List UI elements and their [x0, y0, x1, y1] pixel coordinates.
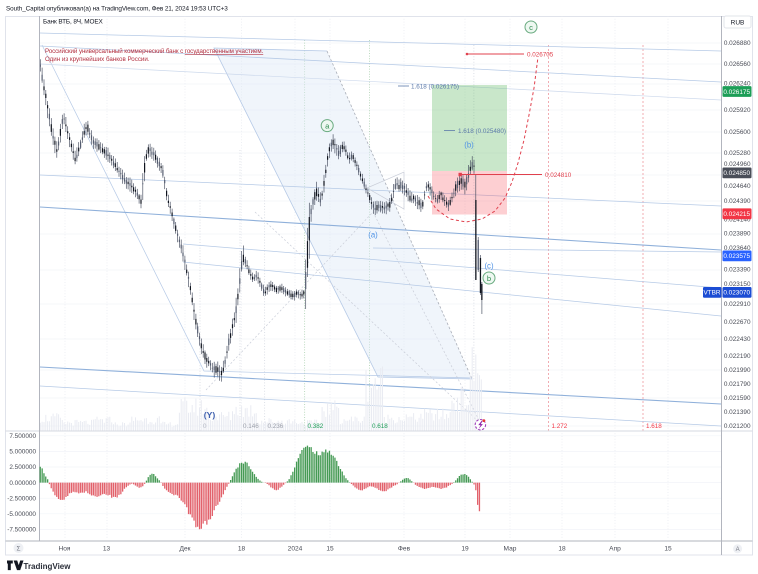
svg-text:19: 19: [461, 546, 469, 553]
svg-text:Ноя: Ноя: [59, 546, 71, 553]
svg-text:A: A: [736, 547, 740, 553]
svg-text:0.021790: 0.021790: [724, 381, 751, 388]
svg-text:18: 18: [238, 546, 246, 553]
svg-text:0.382: 0.382: [308, 423, 324, 430]
svg-text:0.022190: 0.022190: [724, 353, 751, 360]
svg-text:0.021990: 0.021990: [724, 367, 751, 374]
svg-text:-2.500000: -2.500000: [7, 495, 36, 502]
svg-text:Фев: Фев: [398, 546, 411, 553]
svg-text:Российский универсальный комме: Российский универсальный коммерческий ба…: [45, 48, 264, 55]
svg-text:2.500000: 2.500000: [9, 464, 36, 471]
svg-text:0.026880: 0.026880: [724, 40, 751, 47]
svg-text:0.023575: 0.023575: [723, 253, 750, 260]
svg-text:Один из крупнейших банков Росс: Один из крупнейших банков России.: [45, 56, 150, 63]
svg-text:0.026560: 0.026560: [724, 61, 751, 68]
svg-text:South_Capital опубликовал(а) н: South_Capital опубликовал(а) на TradingV…: [6, 5, 228, 13]
svg-text:5.000000: 5.000000: [9, 449, 36, 456]
svg-text:1.272: 1.272: [552, 423, 568, 430]
svg-text:15: 15: [664, 546, 672, 553]
svg-text:1.618 (0.025480): 1.618 (0.025480): [458, 128, 506, 135]
svg-text:0.025280: 0.025280: [724, 150, 751, 157]
svg-text:c: c: [529, 23, 533, 32]
svg-text:Σ: Σ: [16, 546, 20, 553]
svg-text:(b): (b): [464, 140, 474, 149]
svg-text:0.024140: 0.024140: [724, 217, 751, 224]
svg-text:0.024810: 0.024810: [545, 172, 572, 179]
svg-text:Дек: Дек: [179, 546, 190, 553]
svg-text:1.618 (0.026175): 1.618 (0.026175): [411, 83, 459, 90]
svg-text:0.023640: 0.023640: [724, 245, 751, 252]
svg-text:0: 0: [203, 423, 207, 430]
svg-text:0.021200: 0.021200: [724, 423, 751, 430]
svg-text:0.022430: 0.022430: [724, 336, 751, 343]
svg-text:0.022670: 0.022670: [724, 319, 751, 326]
svg-text:Мар: Мар: [504, 546, 517, 553]
svg-text:1.618: 1.618: [646, 423, 662, 430]
svg-text:Апр: Апр: [609, 546, 621, 553]
svg-text:Банк ВТБ, 8Ч, MOEX: Банк ВТБ, 8Ч, MOEX: [43, 19, 104, 26]
svg-text:0.000000: 0.000000: [9, 480, 36, 487]
svg-text:0.021390: 0.021390: [724, 409, 751, 416]
svg-text:(a): (a): [368, 230, 378, 239]
svg-text:(c): (c): [484, 261, 493, 270]
svg-text:15: 15: [326, 546, 334, 553]
svg-text:0.023890: 0.023890: [724, 231, 751, 238]
svg-text:(Y): (Y): [204, 410, 216, 420]
svg-text:0.025920: 0.025920: [724, 107, 751, 114]
svg-text:0.236: 0.236: [268, 423, 284, 430]
svg-text:-7.500000: -7.500000: [7, 527, 36, 534]
svg-text:0.026705: 0.026705: [527, 51, 554, 58]
svg-text:0.024850: 0.024850: [723, 170, 750, 177]
svg-text:0.146: 0.146: [243, 423, 259, 430]
svg-text:18: 18: [558, 546, 566, 553]
svg-text:2024: 2024: [288, 546, 303, 553]
svg-text:0.023390: 0.023390: [724, 267, 751, 274]
svg-text:0.024215: 0.024215: [723, 211, 750, 218]
svg-text:0.022910: 0.022910: [724, 301, 751, 308]
svg-text:0.026240: 0.026240: [724, 81, 751, 88]
svg-text:7.500000: 7.500000: [9, 433, 36, 440]
svg-text:0.026175: 0.026175: [723, 89, 750, 96]
svg-text:0.023150: 0.023150: [724, 281, 751, 288]
svg-text:0.024640: 0.024640: [724, 183, 751, 190]
svg-text:0.021590: 0.021590: [724, 395, 751, 402]
svg-text:-5.000000: -5.000000: [7, 511, 36, 518]
svg-text:13: 13: [103, 546, 111, 553]
svg-text:TradingView: TradingView: [24, 562, 72, 571]
svg-text:0.618: 0.618: [372, 423, 388, 430]
svg-text:0.024960: 0.024960: [724, 161, 751, 168]
svg-text:VTBR: VTBR: [703, 290, 720, 297]
svg-text:0.024390: 0.024390: [724, 198, 751, 205]
svg-text:RUB: RUB: [731, 19, 745, 26]
svg-text:b: b: [487, 274, 491, 283]
svg-text:0.023070: 0.023070: [723, 290, 750, 297]
svg-text:a: a: [325, 121, 330, 130]
svg-text:0.025600: 0.025600: [724, 129, 751, 136]
